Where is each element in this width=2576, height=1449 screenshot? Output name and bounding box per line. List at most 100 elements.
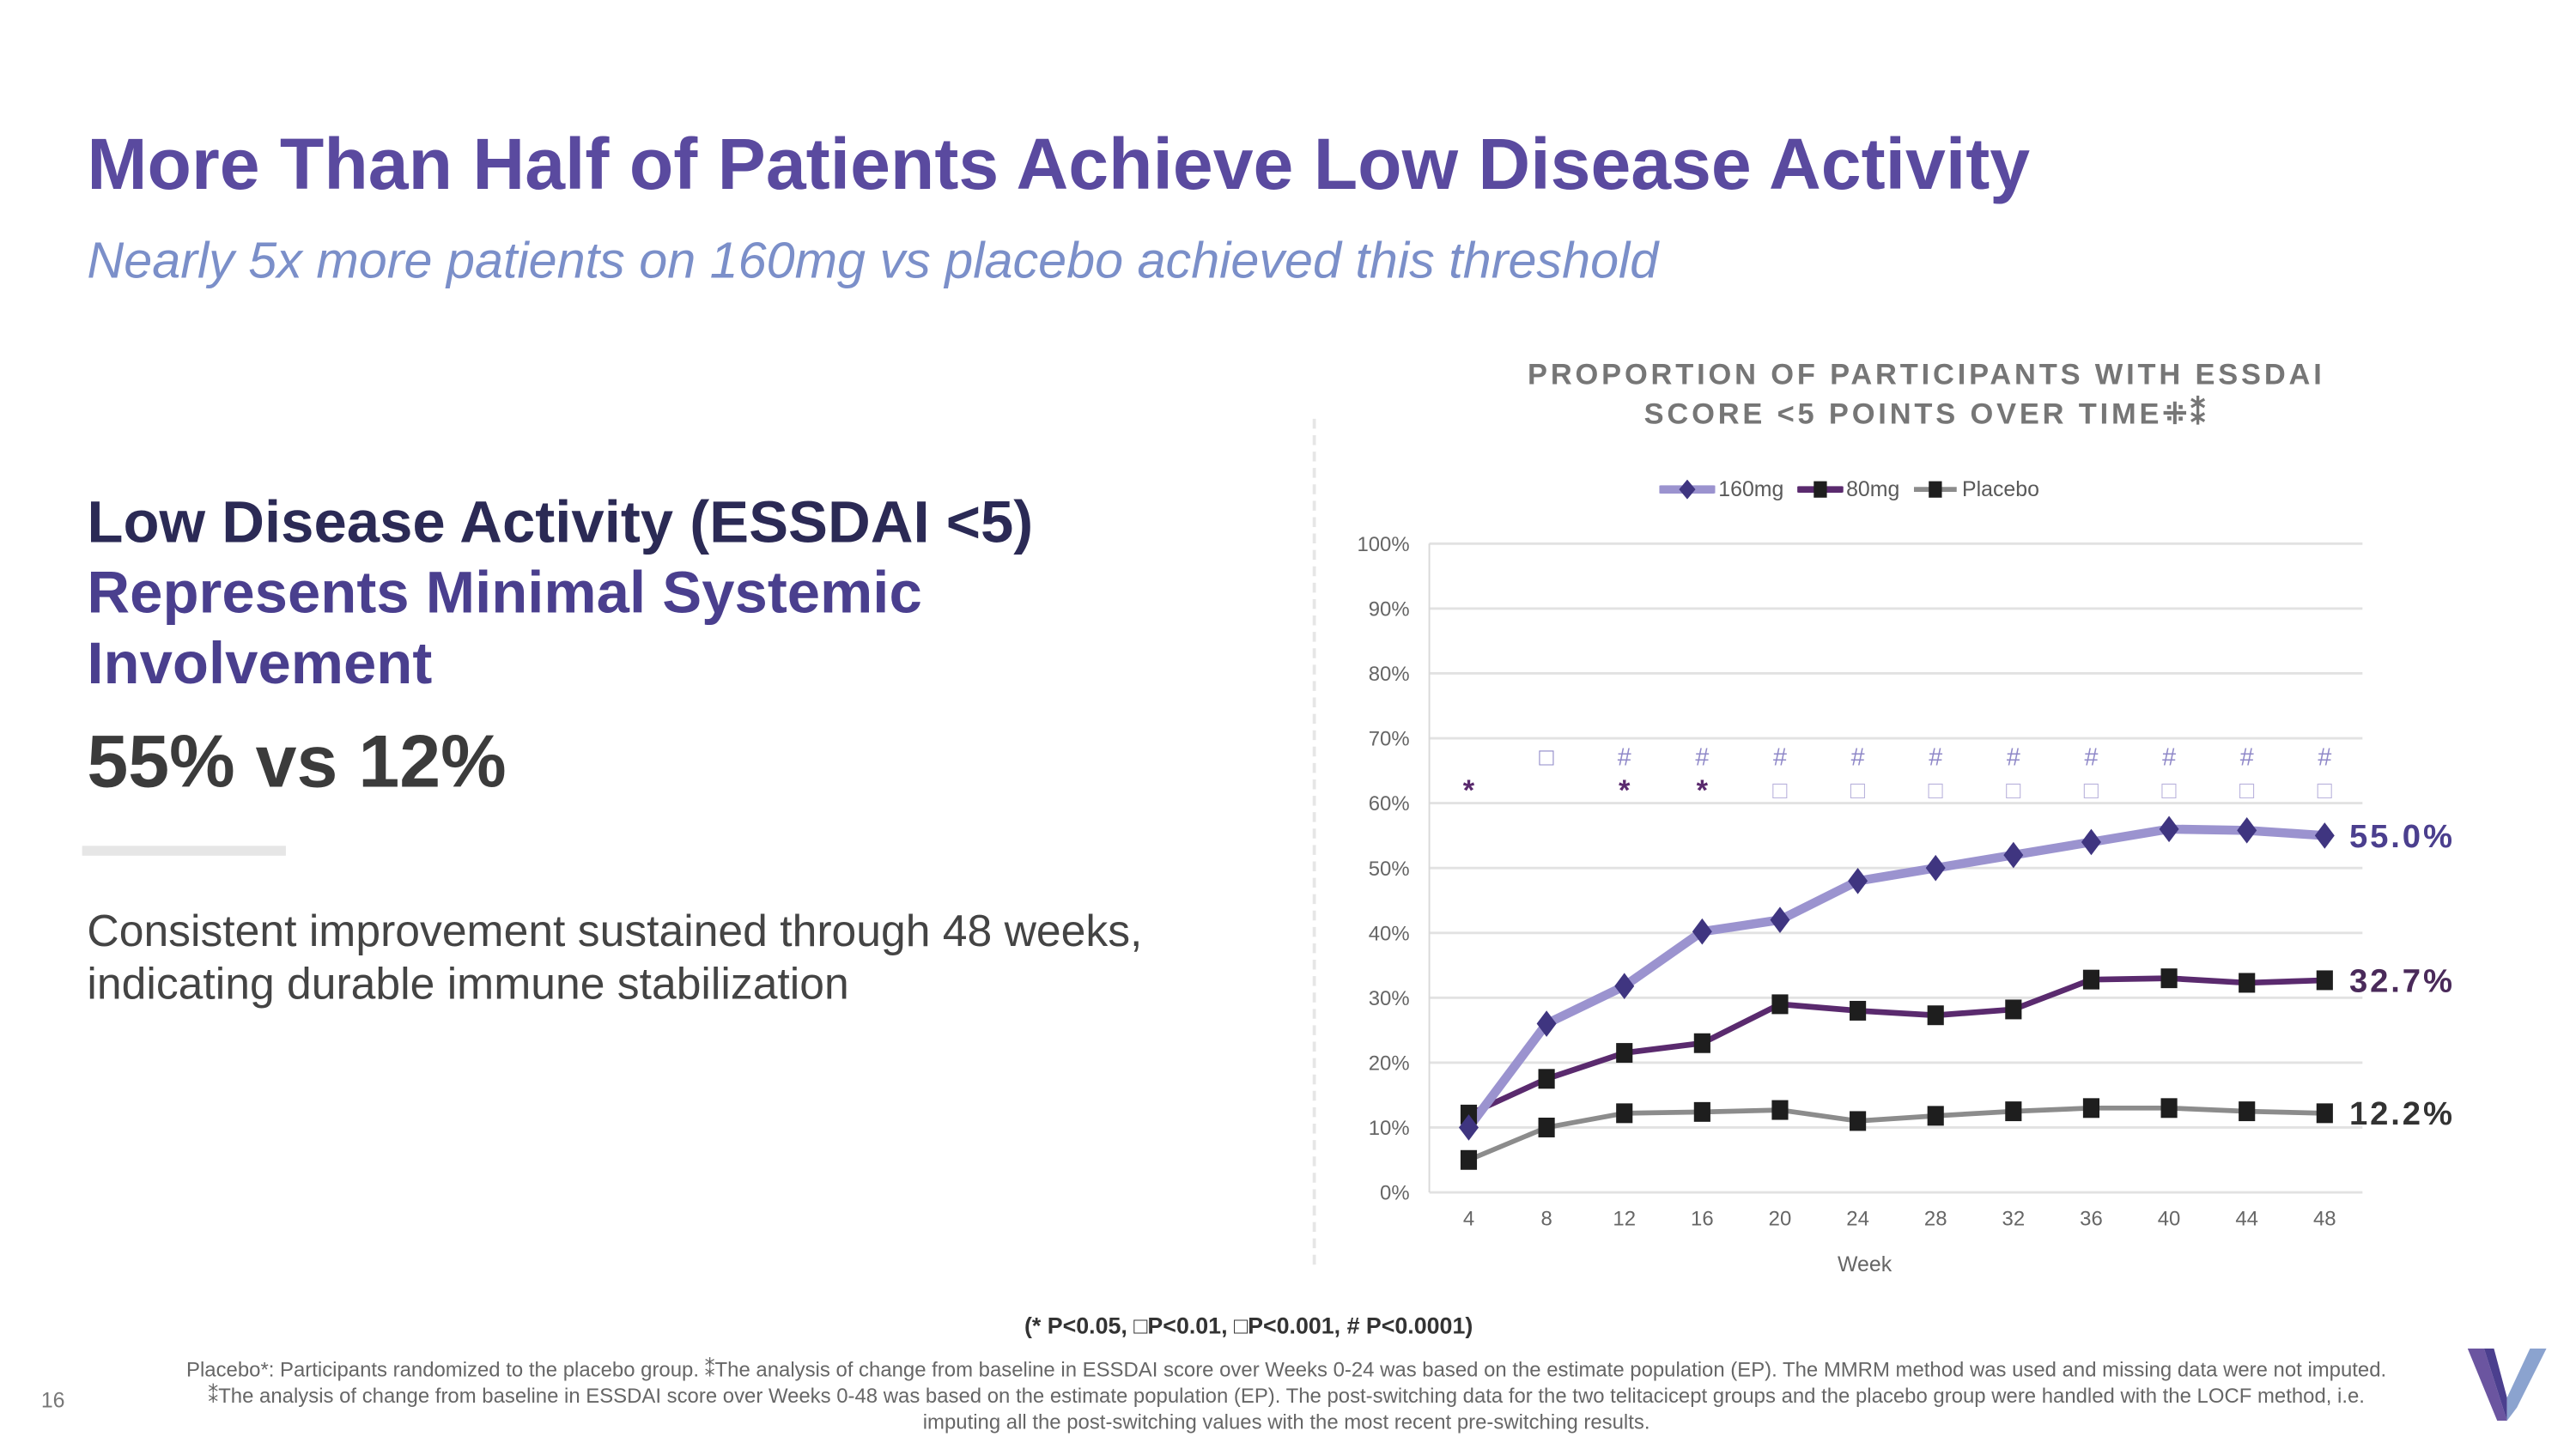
x-axis-label: Week [1838,1252,1893,1276]
significance-marker-80mg: □ [2006,777,2021,804]
data-point-80mg [2160,968,2178,989]
data-point-80mg [1771,994,1789,1015]
data-point-160mg [2314,822,2335,849]
footnote: Placebo*: Participants randomized to the… [186,1358,2387,1434]
significance-marker-160mg: # [2318,744,2331,772]
significance-marker-80mg: □ [2239,777,2255,804]
y-tick-label: 60% [1369,792,1410,815]
left-heading-line1: Low Disease Activity (ESSDAI <5) [87,488,1034,555]
data-point-placebo [1538,1118,1555,1137]
chart-legend: 160mg 80mg Placebo [1659,476,2039,501]
data-point-placebo [1616,1103,1633,1124]
data-point-160mg [2003,841,2024,869]
significance-marker-160mg: # [1773,744,1787,772]
data-point-placebo [2160,1098,2178,1119]
chart-title-line1: PROPORTION OF PARTICIPANTS WITH ESSDAI [1528,358,2325,391]
series-line-80mg [1467,975,2325,1118]
x-tick-label: 28 [1924,1207,1947,1230]
x-tick-label: 4 [1463,1207,1474,1230]
data-point-80mg [1538,1069,1555,1089]
data-point-80mg [1693,1033,1710,1053]
square-marker-icon [1914,480,1958,497]
data-point-placebo [2239,1101,2256,1122]
y-tick-label: 40% [1369,922,1410,945]
key-stat: 55% vs 12% [87,719,507,803]
significance-marker-80mg: * [1697,774,1709,807]
significance-marker-160mg: # [1618,744,1631,772]
significance-marker-160mg: □ [1539,744,1554,772]
data-point-80mg [1616,1043,1633,1064]
data-point-placebo [2082,1098,2100,1119]
data-point-160mg [2237,817,2257,844]
vertical-divider [1312,418,1316,1265]
data-point-80mg [2316,970,2333,991]
data-point-80mg [2082,969,2100,990]
data-point-placebo [1693,1101,1710,1122]
significance-marker-160mg: # [2162,744,2176,772]
y-tick-label: 30% [1369,987,1410,1010]
data-point-80mg [1927,1005,1944,1026]
left-heading-line3: Involvement [87,628,433,697]
legend-label: 160mg [1718,476,1784,501]
x-tick-label: 8 [1540,1207,1552,1230]
data-point-80mg [2005,999,2022,1020]
slide-subtitle: Nearly 5x more patients on 160mg vs plac… [87,231,1659,289]
data-point-placebo [2005,1101,2022,1122]
left-heading-line2: Represents Minimal Systemic [87,558,922,626]
left-heading: Low Disease Activity (ESSDAI <5) Represe… [87,486,1236,698]
data-point-placebo [1927,1106,1944,1126]
x-tick-label: 12 [1613,1207,1636,1230]
data-point-160mg [1925,854,1946,882]
legend-item-80mg: 80mg [1796,476,1900,501]
y-tick-label: 10% [1369,1117,1410,1140]
data-point-placebo [1850,1111,1867,1131]
data-point-160mg [1848,867,1868,894]
x-tick-label: 32 [2002,1207,2026,1230]
end-value-label: 12.2% [2349,1095,2455,1132]
significance-marker-160mg: # [2007,744,2020,772]
significance-marker-80mg: * [1619,774,1631,807]
significance-marker-80mg: * [1463,774,1475,807]
series-line-160mg [1465,824,2325,1131]
significance-marker-160mg: # [2240,744,2254,772]
significance-marker-80mg: □ [1929,777,1944,804]
divider-bar [82,846,286,856]
significance-marker-160mg: # [1929,744,1942,772]
legend-item-placebo: Placebo [1913,476,2039,501]
significance-key: (* P<0.05, □P<0.01, □P<0.001, # P<0.0001… [1024,1312,1473,1339]
end-value-label: 32.7% [2349,962,2455,999]
x-tick-label: 20 [1769,1207,1792,1230]
x-tick-label: 36 [2080,1207,2103,1230]
y-tick-label: 100% [1357,533,1409,556]
body-text: Consistent improvement sustained through… [87,906,1143,1009]
significance-marker-160mg: # [2084,744,2098,772]
x-tick-label: 16 [1691,1207,1714,1230]
diamond-marker-icon [1659,478,1716,499]
chart-title-line2: SCORE <5 POINTS OVER TIME⁜⁑ [1643,397,2209,431]
end-value-label: 55.0% [2349,818,2455,855]
y-tick-label: 90% [1369,597,1410,621]
significance-marker-80mg: □ [1850,777,1866,804]
significance-marker-160mg: # [1851,744,1865,772]
significance-marker-80mg: □ [2318,777,2333,804]
legend-label: 80mg [1846,476,1900,501]
x-tick-label: 48 [2313,1207,2336,1230]
data-point-placebo [1771,1100,1789,1120]
y-tick-label: 70% [1369,728,1410,751]
legend-item-160mg: 160mg [1659,476,1783,501]
data-point-80mg [2239,973,2256,993]
legend-label: Placebo [1962,476,2039,501]
data-point-80mg [1850,1000,1867,1021]
page-number: 16 [40,1387,65,1413]
series-line-placebo [1467,1105,2325,1162]
company-logo-icon [2467,1348,2547,1422]
data-point-placebo [1460,1149,1478,1170]
x-tick-label: 44 [2235,1207,2258,1230]
y-tick-label: 0% [1380,1182,1410,1205]
significance-marker-80mg: □ [2084,777,2099,804]
significance-marker-160mg: # [1695,744,1709,772]
significance-marker-80mg: □ [2161,777,2177,804]
data-point-placebo [2316,1103,2333,1124]
